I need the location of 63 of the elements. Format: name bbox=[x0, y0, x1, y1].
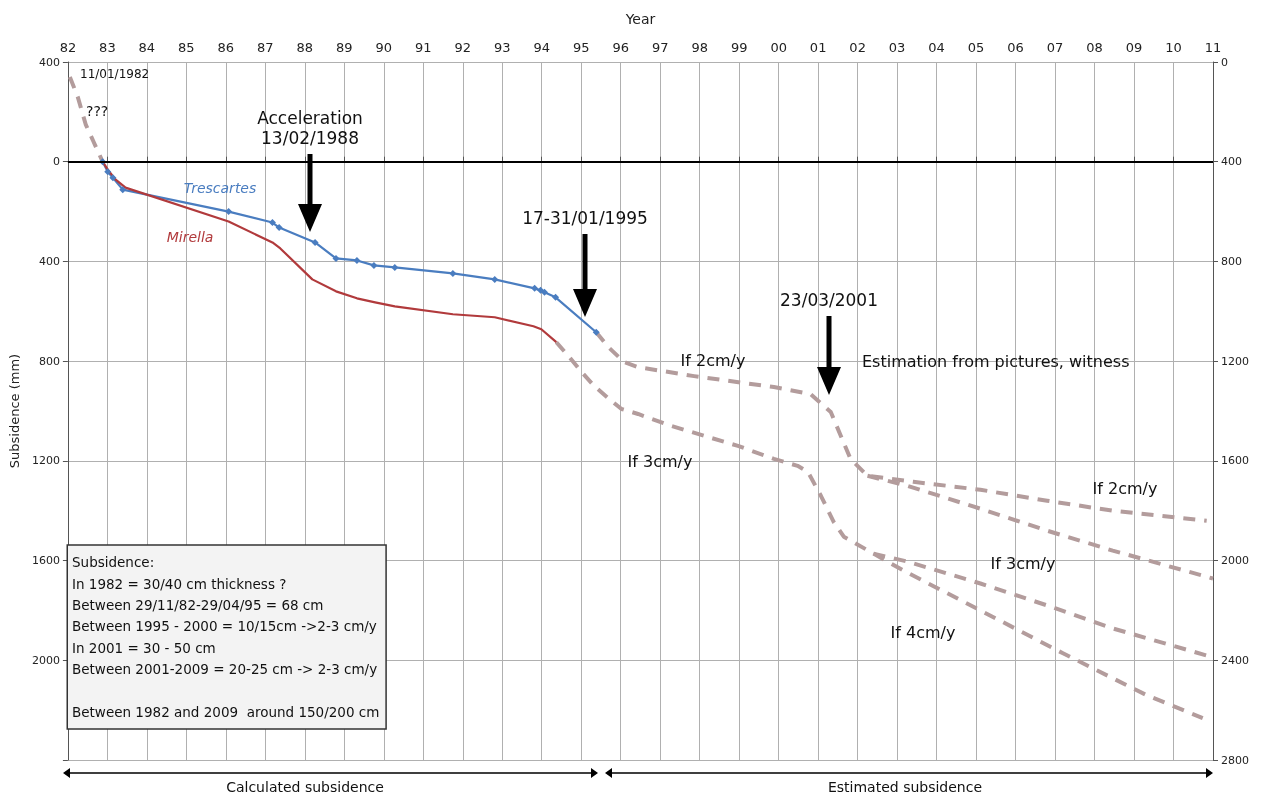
x-tick-label: 05 bbox=[967, 40, 985, 55]
y-tick-label: 1200 bbox=[31, 454, 60, 468]
annotation: If 2cm/y bbox=[1092, 478, 1158, 498]
y2-tick-label: 2400 bbox=[1221, 653, 1249, 667]
x-tick-label: 99 bbox=[730, 40, 748, 55]
x-tick-label: 97 bbox=[651, 40, 669, 55]
y2-tick-label: 400 bbox=[1221, 155, 1242, 169]
y-tick-label: 0 bbox=[52, 155, 60, 169]
x-tick-label: 09 bbox=[1125, 40, 1143, 55]
annotation: 17-31/01/1995 bbox=[522, 208, 648, 228]
x-tick-label: 08 bbox=[1086, 40, 1103, 55]
x-tick-label: 02 bbox=[849, 40, 866, 55]
x-tick-label: 95 bbox=[572, 40, 590, 55]
x-tick-label: 84 bbox=[138, 40, 156, 55]
x-tick-label: 00 bbox=[770, 40, 787, 55]
x-tick-label: 86 bbox=[217, 40, 235, 55]
annotation: If 2cm/y bbox=[680, 350, 746, 370]
y-tick-label: 400 bbox=[38, 254, 60, 268]
y-tick-label: 400 bbox=[38, 55, 60, 69]
annotation: Estimation from pictures, witness bbox=[862, 351, 1130, 371]
text: Estimated subsidence bbox=[827, 779, 983, 795]
x-tick-label: 07 bbox=[1046, 40, 1064, 55]
x-tick-label: 83 bbox=[99, 40, 116, 55]
y2-tick-label: 2800 bbox=[1221, 753, 1249, 767]
x-tick-label: 88 bbox=[296, 40, 314, 55]
x-tick-label: 85 bbox=[178, 40, 195, 55]
series-label: Mirella bbox=[166, 229, 214, 245]
x-tick-label: 11 bbox=[1204, 40, 1222, 55]
x-tick-label: 94 bbox=[533, 40, 550, 55]
x-tick-label: 90 bbox=[375, 40, 393, 55]
series-label: Trescartes bbox=[183, 180, 257, 196]
x-tick-label: 93 bbox=[493, 40, 511, 55]
y2-tick-label: 1600 bbox=[1221, 454, 1249, 468]
annotation: If 3cm/y bbox=[990, 553, 1056, 573]
x-tick-label: 89 bbox=[336, 40, 353, 55]
y2-tick-label: 1200 bbox=[1221, 354, 1249, 368]
y-tick-label: 1600 bbox=[31, 554, 60, 568]
x-tick-label: 91 bbox=[415, 40, 432, 55]
y-axis-title: Subsidence (mm) bbox=[7, 353, 22, 469]
text: Calculated subsidence bbox=[226, 779, 384, 795]
x-tick-label: 01 bbox=[809, 40, 827, 55]
x-tick-label: 87 bbox=[257, 40, 274, 55]
annotation: 11/01/1982 bbox=[80, 67, 150, 81]
x-tick-label: 10 bbox=[1165, 40, 1182, 55]
x-tick-label: 98 bbox=[691, 40, 708, 55]
x-axis-title: Year bbox=[624, 11, 656, 27]
x-tick-label: 04 bbox=[928, 40, 945, 55]
x-tick-label: 92 bbox=[454, 40, 472, 55]
text: Subsidence: In 1982 = 30/40 cm thickness ? Between 29/11/82-29/04/95 = 68 cm Between 1995 - 2000 = 10/15cm ->2-3 cm/y In 2001 = 30 - 50 cm Between 2001-2009 = 20-25 cm -> 2-3 cm/y Between 1982 and 2009 around 150/200 cm bbox=[72, 554, 380, 720]
x-tick-label: 96 bbox=[612, 40, 629, 55]
x-tick-label: 82 bbox=[59, 40, 77, 55]
x-tick-label: 03 bbox=[888, 40, 906, 55]
annotation: 23/03/2001 bbox=[780, 290, 878, 310]
annotation: ??? bbox=[86, 103, 109, 119]
y-tick-label: 2000 bbox=[31, 653, 60, 667]
annotation: Acceleration 13/02/1988 bbox=[257, 108, 363, 148]
y2-tick-label: 0 bbox=[1221, 55, 1228, 69]
annotation: If 3cm/y bbox=[627, 451, 693, 471]
y-tick-label: 800 bbox=[38, 354, 60, 368]
x-tick-label: 06 bbox=[1007, 40, 1024, 55]
y2-tick-label: 800 bbox=[1221, 254, 1242, 268]
y2-tick-label: 2000 bbox=[1221, 554, 1249, 568]
annotation: If 4cm/y bbox=[890, 622, 956, 642]
